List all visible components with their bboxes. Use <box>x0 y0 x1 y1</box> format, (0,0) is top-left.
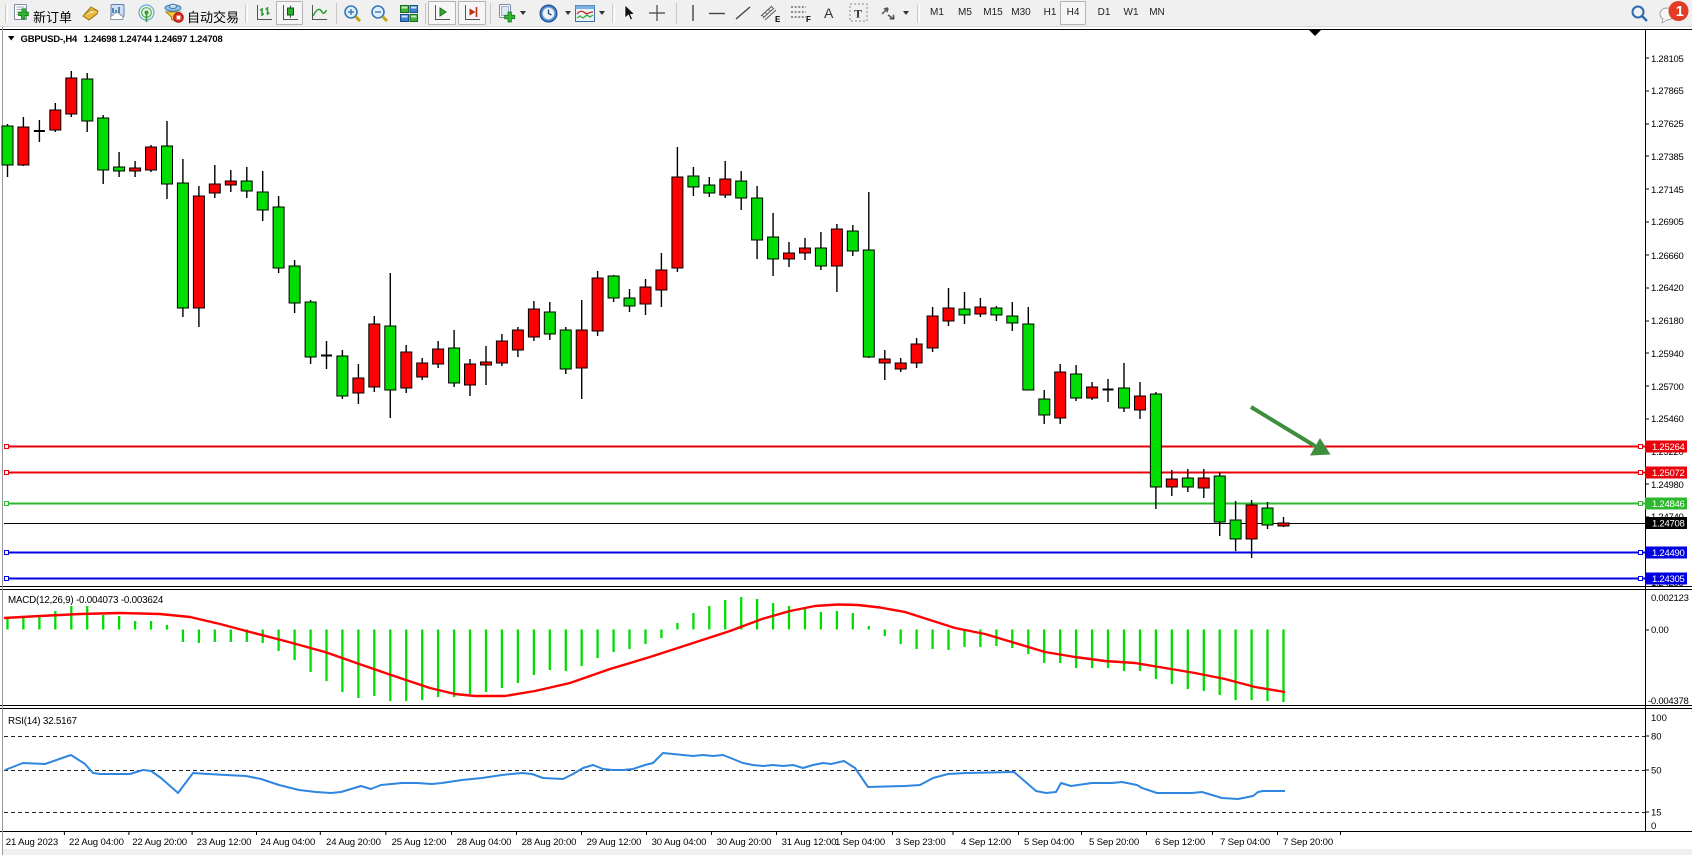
svg-text:1.24708: 1.24708 <box>1652 519 1685 530</box>
svg-text:50: 50 <box>1651 766 1662 777</box>
svg-text:22 Aug 04:00: 22 Aug 04:00 <box>69 837 124 848</box>
svg-text:1.27625: 1.27625 <box>1651 119 1684 130</box>
svg-text:22 Aug 20:00: 22 Aug 20:00 <box>132 837 187 848</box>
svg-text:28 Aug 04:00: 28 Aug 04:00 <box>457 837 512 848</box>
svg-text:0.00: 0.00 <box>1651 625 1669 636</box>
svg-text:24 Aug 20:00: 24 Aug 20:00 <box>326 837 381 848</box>
svg-text:1.24980: 1.24980 <box>1651 480 1684 491</box>
svg-text:23 Aug 12:00: 23 Aug 12:00 <box>197 837 252 848</box>
svg-text:E: E <box>775 15 781 23</box>
svg-text:1.27385: 1.27385 <box>1651 152 1684 163</box>
svg-text:1.24846: 1.24846 <box>1652 499 1685 510</box>
svg-text:21 Aug 2023: 21 Aug 2023 <box>6 837 58 848</box>
svg-text:1.28105: 1.28105 <box>1651 54 1684 65</box>
svg-text:29 Aug 12:00: 29 Aug 12:00 <box>587 837 642 848</box>
svg-text:1.26905: 1.26905 <box>1651 217 1684 228</box>
svg-text:RSI(14) 32.5167: RSI(14) 32.5167 <box>8 716 77 727</box>
svg-text:7 Sep 04:00: 7 Sep 04:00 <box>1220 837 1270 848</box>
svg-text:30 Aug 20:00: 30 Aug 20:00 <box>717 837 772 848</box>
svg-text:4 Sep 12:00: 4 Sep 12:00 <box>961 837 1011 848</box>
svg-text:1.26180: 1.26180 <box>1651 316 1684 327</box>
svg-text:1: 1 <box>1676 4 1684 20</box>
svg-text:1.24305: 1.24305 <box>1652 574 1685 585</box>
svg-text:3 Sep 23:00: 3 Sep 23:00 <box>895 837 945 848</box>
svg-text:1.25264: 1.25264 <box>1652 442 1685 453</box>
svg-text:80: 80 <box>1651 732 1662 743</box>
svg-text:T: T <box>854 7 862 21</box>
svg-text:1.24490: 1.24490 <box>1652 548 1685 559</box>
svg-text:0.002123: 0.002123 <box>1651 593 1689 604</box>
svg-text:F: F <box>806 15 811 23</box>
svg-text:1.27145: 1.27145 <box>1651 185 1684 196</box>
svg-text:7 Sep 20:00: 7 Sep 20:00 <box>1283 837 1333 848</box>
svg-text:1.25460: 1.25460 <box>1651 414 1684 425</box>
svg-text:1.27865: 1.27865 <box>1651 86 1684 97</box>
svg-text:1.25940: 1.25940 <box>1651 349 1684 360</box>
svg-text:GBPUSD-,H4: GBPUSD-,H4 <box>21 34 79 45</box>
svg-text:MACD(12,26,9) -0.004073 -0.003: MACD(12,26,9) -0.004073 -0.003624 <box>8 595 164 606</box>
svg-text:15: 15 <box>1651 808 1662 819</box>
svg-text:1.25700: 1.25700 <box>1651 382 1684 393</box>
svg-text:5 Sep 04:00: 5 Sep 04:00 <box>1024 837 1074 848</box>
svg-text:28 Aug 20:00: 28 Aug 20:00 <box>522 837 577 848</box>
svg-text:6 Sep 12:00: 6 Sep 12:00 <box>1155 837 1205 848</box>
svg-text:100: 100 <box>1651 713 1667 724</box>
svg-text:31 Aug 12:00: 31 Aug 12:00 <box>782 837 837 848</box>
svg-text:1.24698 1.24744 1.24697 1.2470: 1.24698 1.24744 1.24697 1.24708 <box>84 34 223 45</box>
svg-text:1.26420: 1.26420 <box>1651 283 1684 294</box>
svg-text:30 Aug 04:00: 30 Aug 04:00 <box>652 837 707 848</box>
svg-text:25 Aug 12:00: 25 Aug 12:00 <box>392 837 447 848</box>
svg-text:-0.004378: -0.004378 <box>1648 696 1689 707</box>
svg-text:24 Aug 04:00: 24 Aug 04:00 <box>260 837 315 848</box>
svg-text:1 Sep 04:00: 1 Sep 04:00 <box>835 837 885 848</box>
svg-text:1.26660: 1.26660 <box>1651 251 1684 262</box>
svg-text:0: 0 <box>1651 821 1656 832</box>
svg-text:5 Sep 20:00: 5 Sep 20:00 <box>1089 837 1139 848</box>
svg-text:1.25072: 1.25072 <box>1652 468 1685 479</box>
